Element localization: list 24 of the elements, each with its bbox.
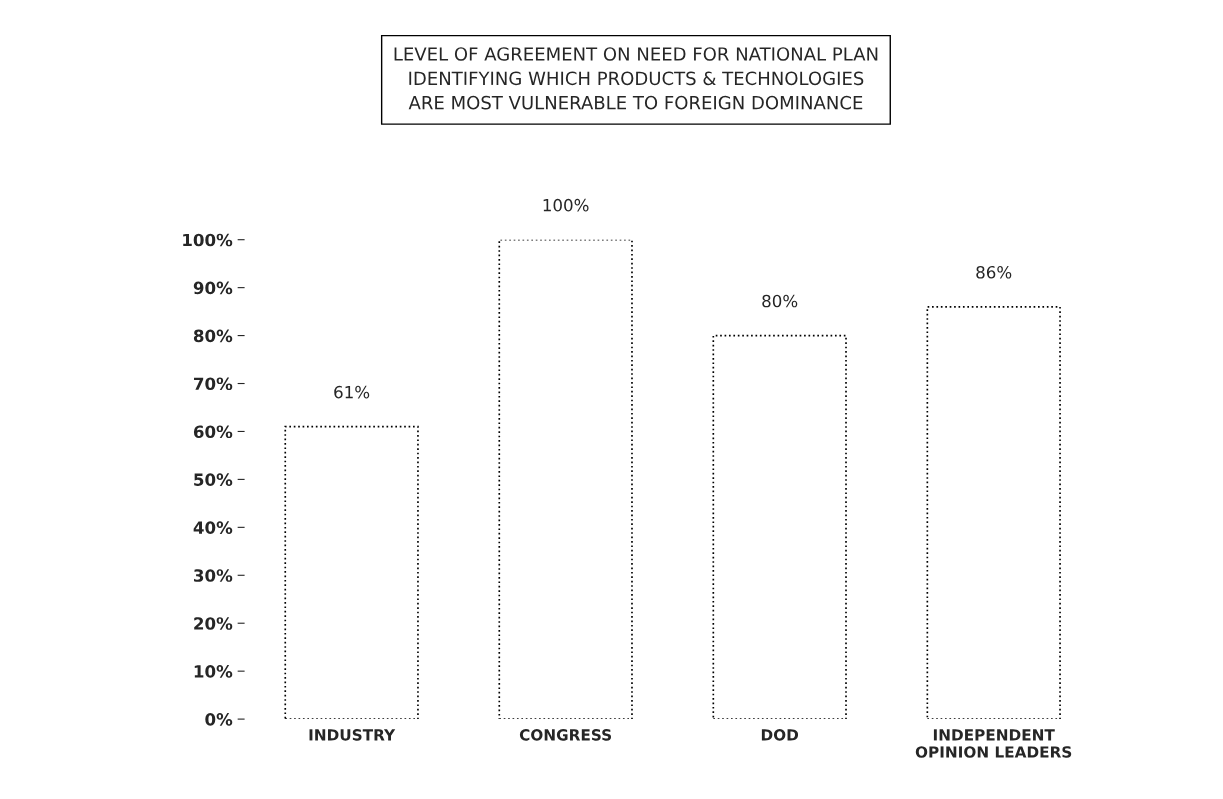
bar (926, 305, 1061, 720)
y-tick-label: 10% (194, 665, 233, 678)
x-tick-label: DOD (761, 729, 799, 741)
data-label: 86% (976, 265, 1012, 279)
y-tick-label: 60% (193, 425, 233, 439)
data-label: 80% (762, 294, 798, 308)
y-tick-label: 40% (193, 521, 233, 534)
y-tick-label: 80% (193, 329, 233, 343)
chart-title: LEVEL OF AGREEMENT ON NEED FOR NATIONAL PLAN IDENTIFYING WHICH PRODUCTS & TECHNOLOGIES ARE MOST VULNERABLE TO FOREIGN DOMINANCE (394, 47, 878, 110)
bar (712, 334, 847, 720)
y-tick-label: 90% (193, 281, 233, 295)
bar (498, 239, 633, 720)
y-tick-label: 20% (194, 617, 233, 630)
bar (284, 425, 419, 720)
data-label: 61% (334, 385, 370, 399)
y-tick-label: 100% (183, 233, 233, 247)
x-tick-label: INDUSTRY (309, 729, 396, 741)
y-tick-label: 70% (194, 377, 233, 391)
y-tick-label: 0% (205, 713, 233, 726)
x-tick-label: INDEPENDENT OPINION LEADERS (915, 729, 1072, 758)
data-label: 100% (543, 198, 589, 212)
y-tick-label: 50% (194, 473, 233, 486)
x-tick-label: CONGRESS (519, 729, 612, 741)
y-tick-label: 30% (194, 569, 233, 582)
